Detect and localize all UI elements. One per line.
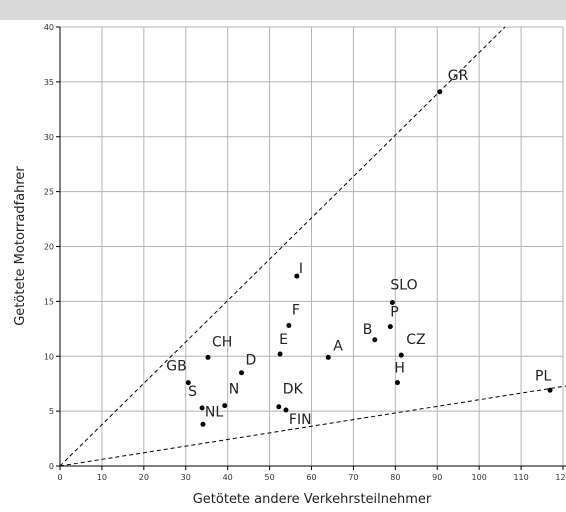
x-tick-label: 120 bbox=[555, 473, 566, 482]
data-point bbox=[437, 89, 443, 95]
x-tick-label: 30 bbox=[181, 473, 191, 482]
point-label: GR bbox=[448, 68, 469, 84]
data-point bbox=[238, 370, 244, 376]
point-label: CH bbox=[212, 334, 232, 350]
x-tick-label: 100 bbox=[472, 473, 487, 482]
x-tick-label: 50 bbox=[264, 473, 274, 482]
point-label: S bbox=[188, 384, 197, 400]
data-point bbox=[325, 354, 331, 360]
point-label: B bbox=[363, 322, 373, 338]
data-point bbox=[276, 404, 282, 410]
point-label: DK bbox=[283, 382, 304, 398]
reference-line bbox=[59, 26, 506, 467]
data-point bbox=[277, 351, 283, 357]
data-point bbox=[389, 299, 395, 305]
point-label: H bbox=[394, 361, 405, 377]
data-point bbox=[394, 380, 400, 386]
point-label: D bbox=[245, 353, 256, 369]
point-label: NL bbox=[205, 404, 223, 420]
y-tick-label: 20 bbox=[44, 243, 54, 252]
data-point bbox=[398, 352, 404, 358]
grid bbox=[59, 26, 564, 467]
y-tick-label: 40 bbox=[44, 23, 54, 32]
point-label: CZ bbox=[406, 332, 425, 348]
y-tick-label: 10 bbox=[44, 352, 54, 361]
reference-line bbox=[59, 385, 566, 467]
x-axis-label: Getötete andere Verkehrsteilnehmer bbox=[193, 492, 432, 507]
point-label: P bbox=[390, 305, 398, 321]
data-point bbox=[185, 380, 191, 386]
y-tick-label: 0 bbox=[49, 462, 54, 471]
point-label: PL bbox=[535, 368, 551, 384]
data-point bbox=[372, 337, 378, 343]
x-tick-label: 40 bbox=[223, 473, 233, 482]
x-tick-label: 10 bbox=[97, 473, 107, 482]
data-point bbox=[547, 387, 553, 393]
y-tick-label: 5 bbox=[49, 407, 54, 416]
point-label: SLO bbox=[390, 277, 417, 293]
point-label: N bbox=[229, 382, 239, 398]
y-tick-label: 15 bbox=[44, 297, 54, 306]
point-label: F bbox=[292, 303, 300, 319]
data-point bbox=[199, 405, 205, 411]
point-label: E bbox=[279, 332, 288, 348]
data-point bbox=[205, 354, 211, 360]
data-point bbox=[283, 407, 289, 413]
y-tick-label: 30 bbox=[44, 133, 54, 142]
point-label: FIN bbox=[289, 412, 312, 428]
top-bar bbox=[0, 0, 566, 20]
data-point bbox=[286, 323, 292, 329]
y-tick-label: 35 bbox=[44, 78, 54, 87]
point-label: A bbox=[333, 338, 343, 354]
y-axis-label: Getötete Motorradfahrer bbox=[13, 166, 28, 326]
x-tick-label: 60 bbox=[306, 473, 316, 482]
x-tick-label: 70 bbox=[348, 473, 358, 482]
point-label: GB bbox=[166, 359, 186, 375]
data-point bbox=[387, 324, 393, 330]
x-tick-label: 20 bbox=[139, 473, 149, 482]
y-tick-label: 25 bbox=[44, 188, 54, 197]
data-point bbox=[222, 403, 228, 409]
x-tick-label: 90 bbox=[432, 473, 442, 482]
x-tick-label: 110 bbox=[513, 473, 528, 482]
point-label: I bbox=[299, 261, 303, 277]
x-tick-label: 80 bbox=[390, 473, 400, 482]
data-point bbox=[294, 273, 300, 279]
x-tick-label: 0 bbox=[57, 473, 62, 482]
data-point bbox=[200, 421, 206, 427]
